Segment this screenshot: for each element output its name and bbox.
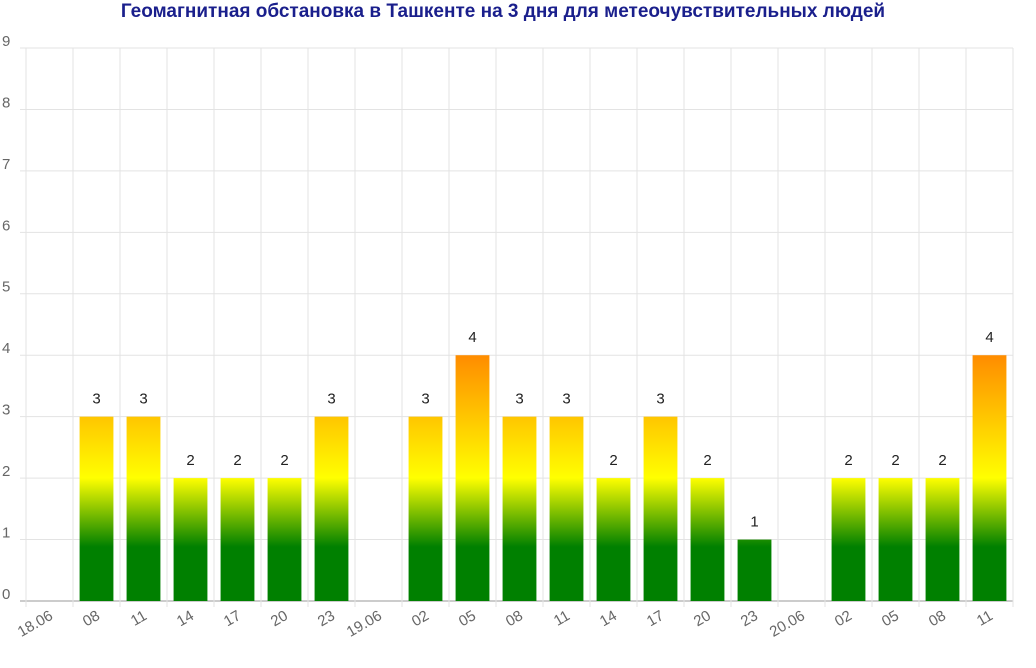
value-label: 3 (139, 391, 147, 408)
x-tick-label: 18.06 (15, 607, 56, 640)
value-label: 2 (938, 452, 946, 469)
bar (690, 478, 725, 601)
value-label: 2 (609, 452, 617, 469)
value-label: 2 (280, 452, 288, 469)
value-label: 3 (656, 391, 664, 408)
value-label: 3 (327, 391, 335, 408)
y-tick-label: 1 (2, 525, 10, 542)
y-tick-label: 6 (2, 217, 10, 234)
value-label: 3 (562, 391, 570, 408)
bar (643, 416, 678, 601)
bar (220, 478, 255, 601)
x-tick-label: 17 (221, 607, 244, 630)
bar (925, 478, 960, 601)
value-label: 2 (891, 452, 899, 469)
bar (314, 416, 349, 601)
x-tick-label: 20 (691, 607, 714, 630)
x-tick-label: 14 (597, 607, 620, 630)
value-label: 2 (703, 452, 711, 469)
value-label: 1 (750, 514, 758, 531)
bar (173, 478, 208, 601)
x-tick-label: 14 (174, 607, 197, 630)
bar (878, 478, 913, 601)
value-label: 2 (844, 452, 852, 469)
bar (455, 355, 490, 601)
x-tick-label: 02 (409, 607, 432, 630)
y-tick-label: 4 (2, 340, 10, 357)
bar (831, 478, 866, 601)
value-label: 3 (421, 391, 429, 408)
value-label: 3 (92, 391, 100, 408)
value-label: 2 (233, 452, 241, 469)
bar (126, 416, 161, 601)
bar (596, 478, 631, 601)
value-label: 4 (985, 329, 993, 346)
bar (502, 416, 537, 601)
x-tick-label: 20 (268, 607, 291, 630)
y-tick-label: 7 (2, 156, 10, 173)
x-tick-label: 17 (644, 607, 667, 630)
y-tick-label: 8 (2, 94, 10, 111)
bar (972, 355, 1007, 601)
x-tick-label: 11 (974, 607, 996, 630)
bar (737, 539, 772, 601)
x-tick-label: 20.06 (767, 607, 808, 640)
x-tick-label: 08 (503, 607, 526, 630)
y-tick-label: 5 (2, 279, 10, 296)
bar (549, 416, 584, 601)
y-tick-label: 0 (2, 586, 10, 603)
chart-title: Геомагнитная обстановка в Ташкенте на 3 … (121, 1, 885, 22)
x-tick-label: 23 (315, 607, 338, 630)
bar (408, 416, 443, 601)
x-tick-label: 19.06 (344, 607, 385, 640)
x-tick-label: 05 (879, 607, 902, 630)
value-label: 4 (468, 329, 476, 346)
x-tick-label: 11 (551, 607, 573, 630)
x-tick-label: 08 (80, 607, 103, 630)
bar (79, 416, 114, 601)
x-tick-label: 08 (926, 607, 949, 630)
x-tick-label: 02 (832, 607, 855, 630)
y-tick-label: 2 (2, 463, 10, 480)
bar (267, 478, 302, 601)
value-label: 2 (186, 452, 194, 469)
y-tick-label: 3 (2, 402, 10, 419)
x-tick-label: 05 (456, 607, 479, 630)
value-label: 3 (515, 391, 523, 408)
x-tick-label: 23 (738, 607, 761, 630)
x-tick-label: 11 (128, 607, 150, 630)
y-tick-label: 9 (2, 33, 10, 50)
